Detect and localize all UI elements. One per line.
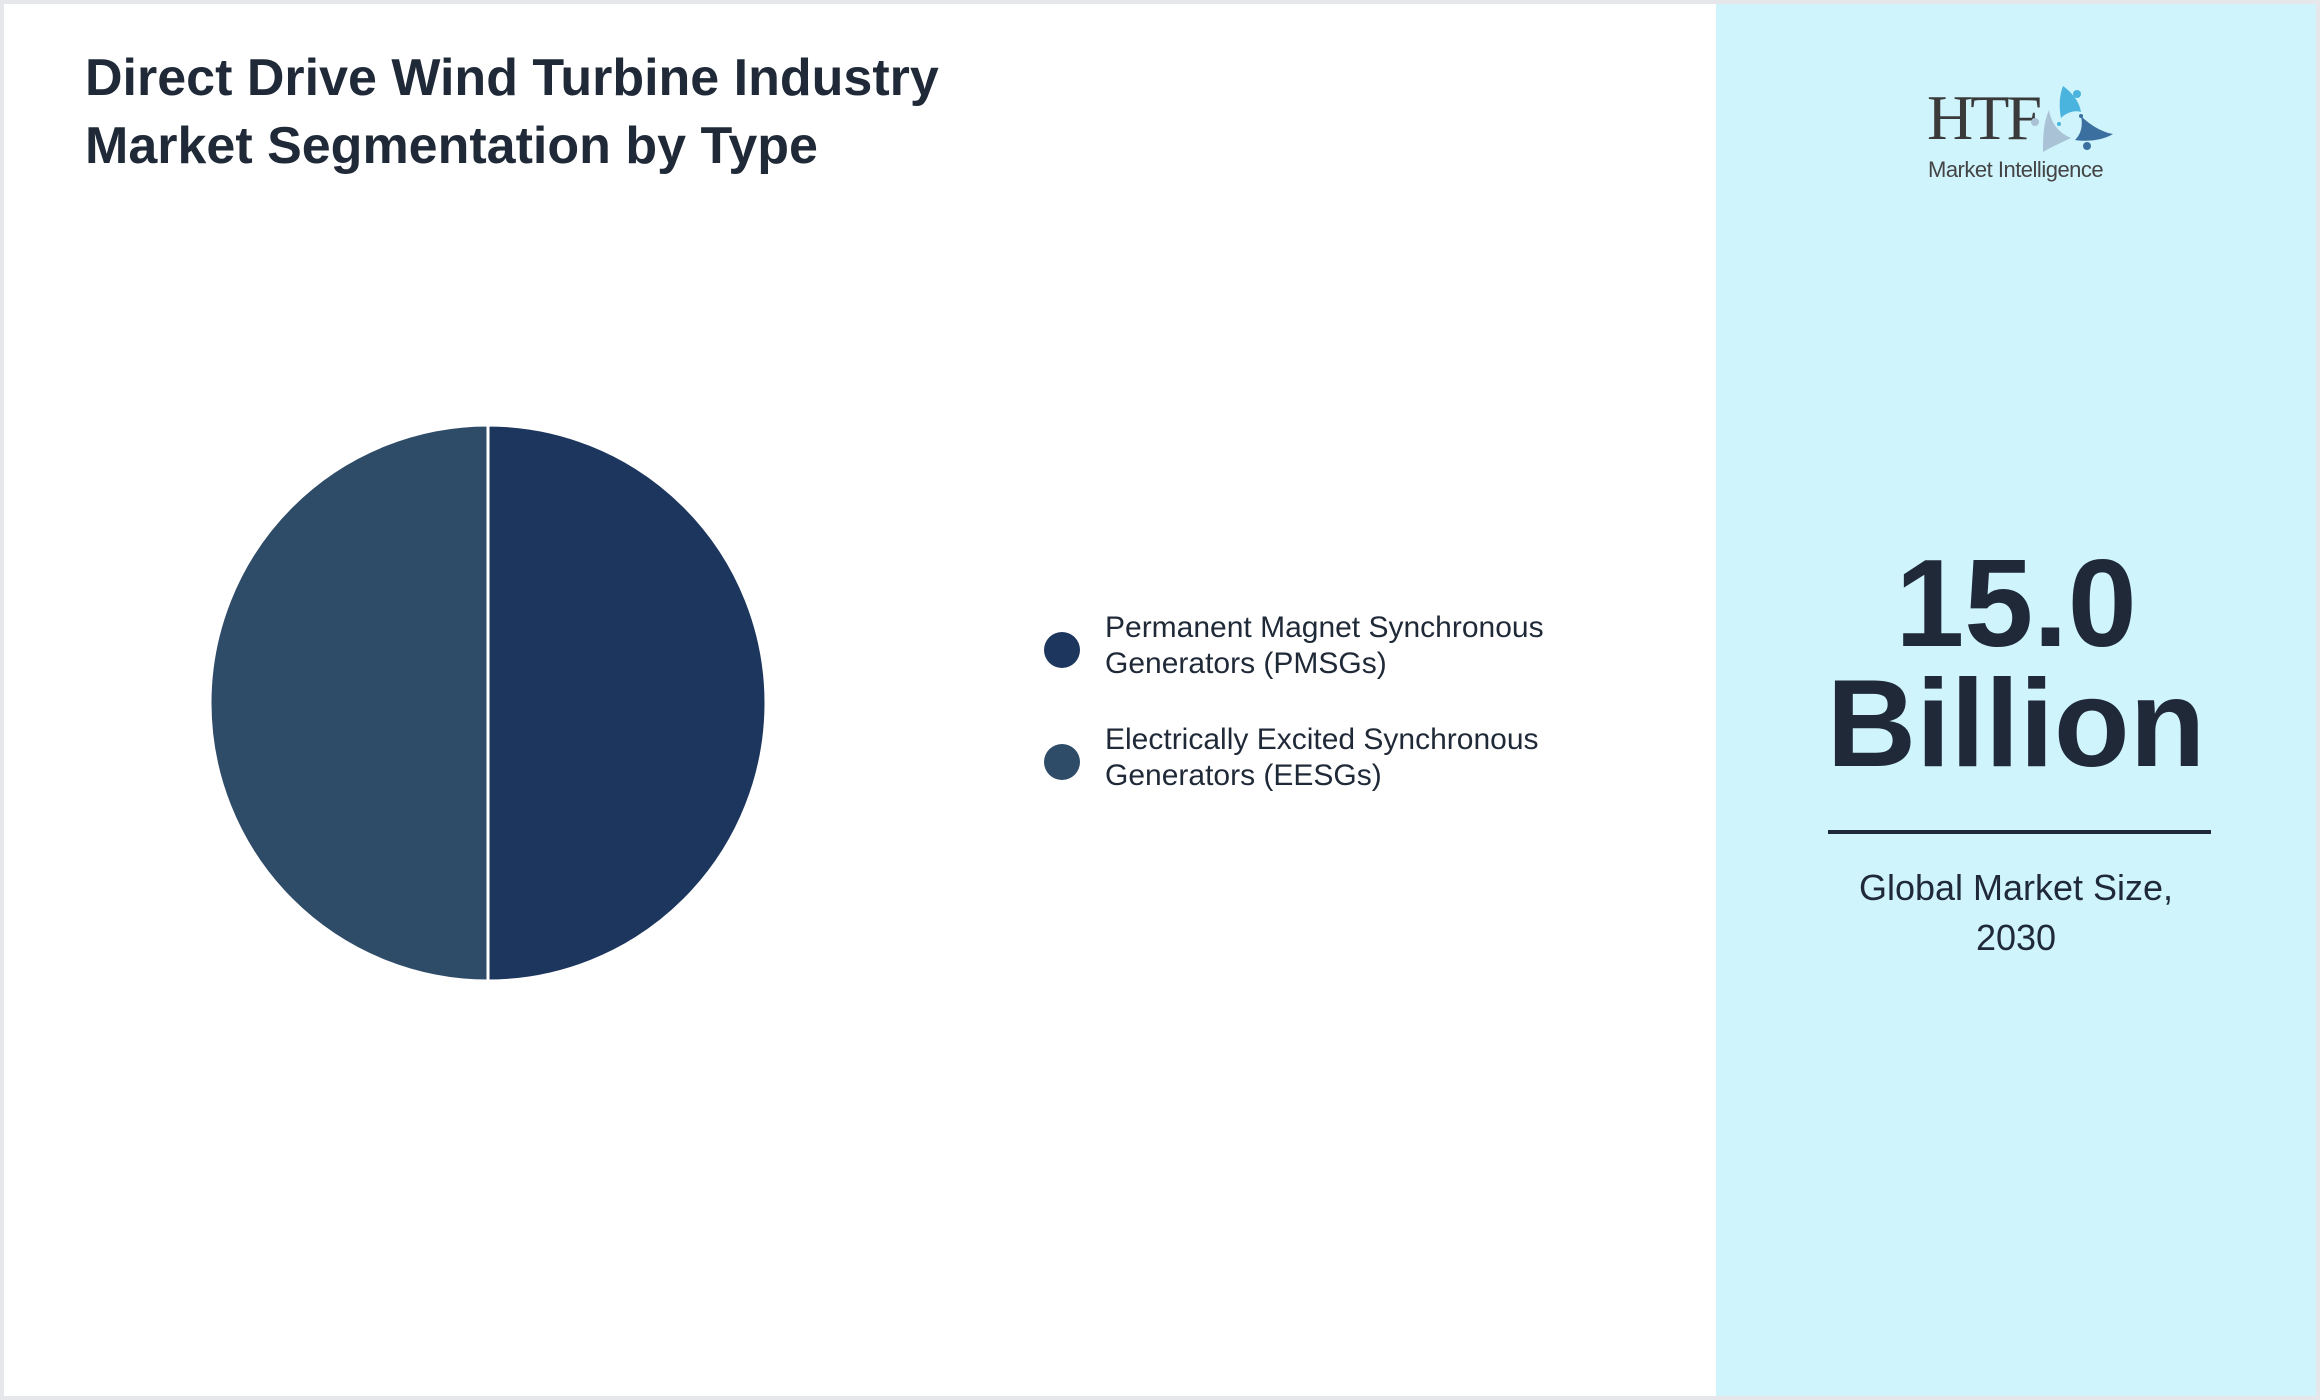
legend-swatch-eesg bbox=[1044, 744, 1080, 780]
legend-label-line: Generators (PMSGs) bbox=[1105, 647, 1387, 680]
market-size-unit: Billion bbox=[1826, 655, 2206, 793]
caption-line-2: 2030 bbox=[1975, 917, 2057, 958]
market-size-value: 15.0 Billion bbox=[1716, 535, 2316, 793]
legend-label-line: Electrically Excited Synchronous bbox=[1105, 723, 1539, 756]
infographic-frame: Direct Drive Wind Turbine Industry Marke… bbox=[4, 4, 2316, 1396]
legend-label-line: Permanent Magnet Synchronous bbox=[1105, 611, 1544, 644]
market-size-number: 15.0 bbox=[1895, 535, 2137, 673]
pie-slice bbox=[486, 423, 768, 983]
people-circle-icon bbox=[2031, 86, 2113, 152]
divider bbox=[1828, 830, 2211, 834]
logo-subtitle: Market Intelligence bbox=[1928, 157, 2104, 182]
market-size-caption: Global Market Size, 2030 bbox=[1716, 863, 2316, 963]
pie-chart bbox=[208, 423, 768, 983]
chart-panel: Direct Drive Wind Turbine Industry Marke… bbox=[4, 4, 1716, 1396]
legend-label-pmsg: Permanent Magnet Synchronous Generators … bbox=[1105, 610, 1544, 682]
market-size-panel: HTF Market Intelligence 15.0 Billion Glo… bbox=[1716, 4, 2316, 1396]
legend-swatch-pmsg bbox=[1044, 632, 1080, 668]
htf-logo: HTF Market Intelligence bbox=[1919, 80, 2119, 190]
page-title: Direct Drive Wind Turbine Industry Marke… bbox=[85, 44, 1285, 180]
title-line-1: Direct Drive Wind Turbine Industry bbox=[85, 49, 939, 107]
title-line-2: Market Segmentation by Type bbox=[85, 117, 818, 175]
legend-label-eesg: Electrically Excited Synchronous Generat… bbox=[1105, 722, 1539, 794]
legend-label-line: Generators (EESGs) bbox=[1105, 759, 1382, 792]
logo-brand-text: HTF bbox=[1927, 82, 2042, 153]
caption-line-1: Global Market Size, bbox=[1858, 867, 2174, 908]
pie-slice bbox=[208, 423, 490, 983]
